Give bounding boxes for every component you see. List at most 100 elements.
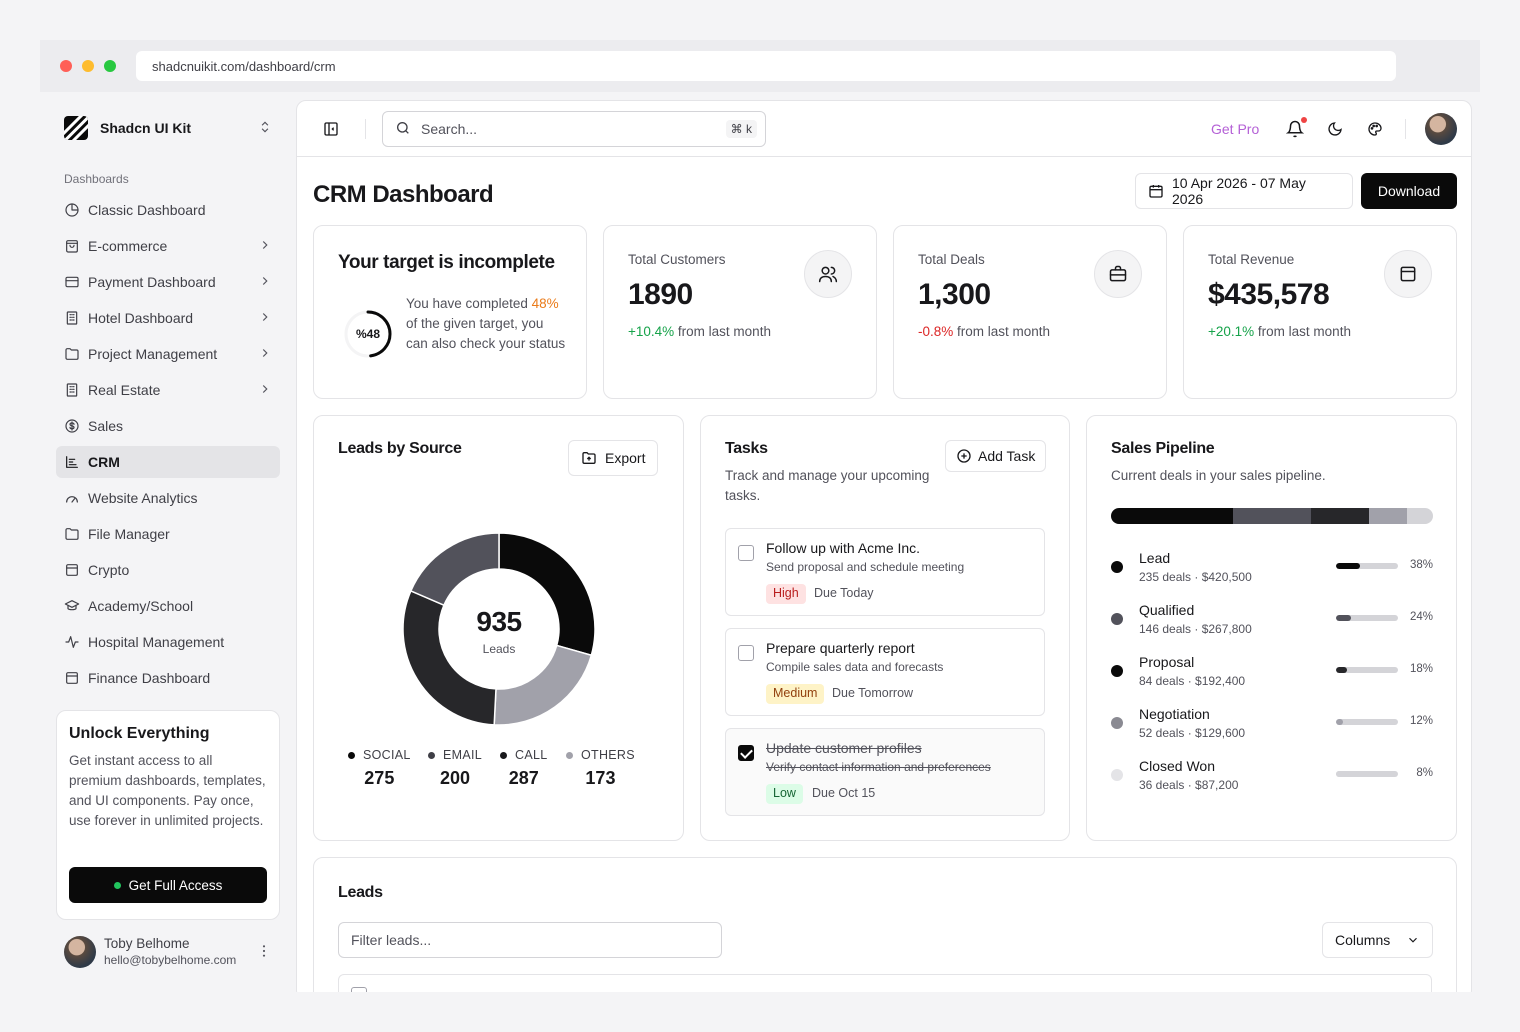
palette-icon[interactable] bbox=[1365, 119, 1385, 139]
get-pro-link[interactable]: Get Pro bbox=[1211, 121, 1260, 137]
sidebar-item-label: Payment Dashboard bbox=[88, 274, 216, 290]
sidebar-item-payment-dashboard[interactable]: Payment Dashboard bbox=[56, 266, 280, 298]
sidebar-item-sales[interactable]: Sales bbox=[56, 410, 280, 442]
date-range-picker[interactable]: 10 Apr 2026 - 07 May 2026 bbox=[1135, 173, 1353, 209]
legend-label: EMAIL bbox=[428, 748, 482, 762]
stage-progress-track bbox=[1336, 719, 1398, 725]
stat-delta: +10.4% from last month bbox=[628, 324, 771, 339]
donut-slice-others[interactable] bbox=[409, 532, 500, 607]
maximize-window-dot[interactable] bbox=[104, 60, 116, 72]
task-item[interactable]: Follow up with Acme Inc. Send proposal an… bbox=[725, 528, 1045, 616]
gauge-icon bbox=[64, 490, 80, 506]
sidebar-item-label: Finance Dashboard bbox=[88, 670, 211, 686]
main-panel: ⌘ k Get Pro CRM Dashboard 10 Apr 2 bbox=[296, 100, 1472, 992]
sidebar-toggle-icon[interactable] bbox=[321, 119, 341, 139]
sidebar-item-e-commerce[interactable]: E-commerce bbox=[56, 230, 280, 262]
stage-name: Qualified bbox=[1139, 602, 1195, 618]
building-icon bbox=[64, 382, 80, 398]
sidebar-item-crypto[interactable]: Crypto bbox=[56, 554, 280, 586]
priority-badge: High bbox=[766, 584, 806, 604]
sales-pipeline-card: Sales Pipeline Current deals in your sal… bbox=[1086, 415, 1457, 841]
pipeline-segment-qualified bbox=[1233, 508, 1311, 524]
sidebar-item-file-manager[interactable]: File Manager bbox=[56, 518, 280, 550]
legend-swatch bbox=[500, 751, 507, 759]
sidebar-item-label: E-commerce bbox=[88, 238, 168, 254]
donut-slice-email[interactable] bbox=[493, 644, 593, 726]
donut-total-label: Leads bbox=[482, 642, 516, 656]
task-checkbox[interactable] bbox=[738, 545, 754, 561]
select-all-checkbox[interactable] bbox=[351, 987, 367, 992]
sidebar-item-hospital-management[interactable]: Hospital Management bbox=[56, 626, 280, 658]
legend-category: SOCIAL bbox=[363, 748, 411, 762]
sidebar-item-classic-dashboard[interactable]: Classic Dashboard bbox=[56, 194, 280, 226]
stat-delta-value: -0.8% bbox=[918, 324, 954, 339]
stage-meta: 52 deals · $129,600 bbox=[1139, 726, 1246, 740]
task-title: Prepare quarterly report bbox=[766, 640, 915, 656]
sidebar-item-finance-dashboard[interactable]: Finance Dashboard bbox=[56, 662, 280, 694]
sidebar-item-crm[interactable]: CRM bbox=[56, 446, 280, 478]
sidebar-item-label: Crypto bbox=[88, 562, 130, 578]
task-title: Follow up with Acme Inc. bbox=[766, 540, 921, 556]
stat-delta-suffix: from last month bbox=[674, 324, 771, 339]
pipeline-title: Sales Pipeline bbox=[1111, 440, 1215, 457]
task-item[interactable]: Update customer profiles Verify contact i… bbox=[725, 728, 1045, 816]
filter-leads-input[interactable] bbox=[338, 922, 722, 958]
sidebar-item-hotel-dashboard[interactable]: Hotel Dashboard bbox=[56, 302, 280, 334]
pipeline-stage: Negotiation 52 deals · $129,600 12% bbox=[1111, 706, 1433, 742]
pipeline-subtitle: Current deals in your sales pipeline. bbox=[1111, 468, 1326, 483]
download-button[interactable]: Download bbox=[1361, 173, 1457, 209]
profile-avatar[interactable] bbox=[1425, 113, 1457, 145]
divider bbox=[365, 119, 366, 139]
search-box[interactable]: ⌘ k bbox=[382, 111, 766, 147]
close-window-dot[interactable] bbox=[60, 60, 72, 72]
sidebar-item-website-analytics[interactable]: Website Analytics bbox=[56, 482, 280, 514]
priority-badge: Low bbox=[766, 784, 803, 804]
stat-card-total-deals: Total Deals 1,300 -0.8% from last month bbox=[893, 225, 1167, 399]
dollar-circle-icon bbox=[64, 418, 80, 434]
task-checkbox[interactable] bbox=[738, 745, 754, 761]
top-bar: ⌘ k Get Pro bbox=[297, 101, 1471, 157]
chart-bar-icon bbox=[64, 454, 80, 470]
briefcase-icon bbox=[1094, 250, 1142, 298]
stage-progress-fill bbox=[1336, 667, 1348, 673]
stage-meta: 36 deals · $87,200 bbox=[1139, 778, 1239, 792]
stat-value: $435,578 bbox=[1208, 278, 1330, 311]
stat-card-total-customers: Total Customers 1890 +10.4% from last mont… bbox=[603, 225, 877, 399]
building-icon bbox=[64, 310, 80, 326]
upgrade-card: Unlock Everything Get instant access to … bbox=[56, 710, 280, 920]
search-input[interactable] bbox=[421, 121, 726, 137]
sidebar-item-project-management[interactable]: Project Management bbox=[56, 338, 280, 370]
target-title: Your target is incomplete bbox=[338, 252, 555, 273]
address-bar[interactable]: shadcnuikit.com/dashboard/crm bbox=[136, 51, 1396, 81]
leads-table-card: Leads Columns bbox=[313, 857, 1457, 992]
task-checkbox[interactable] bbox=[738, 645, 754, 661]
get-full-access-button[interactable]: Get Full Access bbox=[69, 867, 267, 903]
page-title: CRM Dashboard bbox=[313, 181, 494, 208]
task-item[interactable]: Prepare quarterly report Compile sales da… bbox=[725, 628, 1045, 716]
more-vertical-icon[interactable] bbox=[256, 943, 272, 962]
donut-slice-call[interactable] bbox=[402, 589, 497, 726]
sidebar-item-label: Hospital Management bbox=[88, 634, 225, 650]
sidebar-item-label: Project Management bbox=[88, 346, 218, 362]
sidebar-item-real-estate[interactable]: Real Estate bbox=[56, 374, 280, 406]
columns-dropdown[interactable]: Columns bbox=[1322, 922, 1433, 958]
pipeline-segment-closed-won bbox=[1407, 508, 1433, 524]
export-button[interactable]: Export bbox=[568, 440, 659, 476]
minimize-window-dot[interactable] bbox=[82, 60, 94, 72]
target-percent-label: %48 bbox=[356, 327, 380, 341]
stage-progress-fill bbox=[1336, 719, 1344, 725]
user-menu[interactable]: Toby Belhome hello@tobybelhome.com bbox=[64, 936, 272, 968]
leads-title: Leads bbox=[338, 884, 383, 901]
stage-progress-fill bbox=[1336, 563, 1360, 569]
stat-label: Total Deals bbox=[918, 252, 985, 267]
sidebar-item-academy-school[interactable]: Academy/School bbox=[56, 590, 280, 622]
bell-icon[interactable] bbox=[1285, 117, 1307, 139]
moon-icon[interactable] bbox=[1325, 119, 1345, 139]
stat-delta-value: +10.4% bbox=[628, 324, 675, 339]
tasks-card: Tasks Track and manage your upcoming tas… bbox=[700, 415, 1070, 841]
brand-switcher[interactable]: Shadcn UI Kit bbox=[64, 116, 272, 140]
legend-category: CALL bbox=[515, 748, 548, 762]
add-task-button[interactable]: Add Task bbox=[945, 440, 1047, 472]
pipeline-stacked-bar bbox=[1111, 508, 1433, 524]
tasks-subtitle: Track and manage your upcoming tasks. bbox=[725, 468, 930, 503]
